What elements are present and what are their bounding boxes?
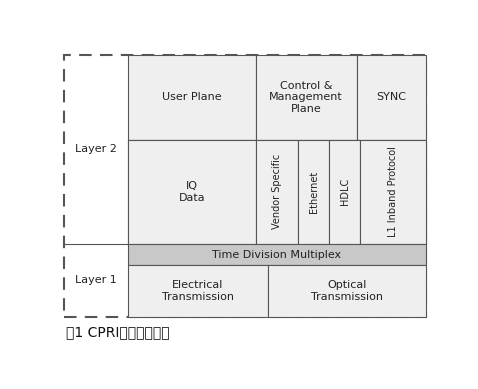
Text: IQ
Data: IQ Data [179, 181, 205, 203]
Text: Layer 2: Layer 2 [75, 144, 117, 154]
Text: 图1 CPRI协议基本结构: 图1 CPRI协议基本结构 [66, 325, 170, 339]
Bar [128, 244, 425, 265]
Text: Optical
Transmission: Optical Transmission [311, 280, 383, 302]
Bar [268, 265, 425, 317]
Text: Electrical
Transmission: Electrical Transmission [162, 280, 234, 302]
Bar [128, 55, 256, 140]
Bar [128, 140, 425, 244]
Bar [128, 265, 268, 317]
Text: User Plane: User Plane [162, 93, 222, 102]
Bar [357, 55, 425, 140]
Text: Layer 1: Layer 1 [75, 275, 117, 286]
Text: Control &
Management
Plane: Control & Management Plane [269, 81, 343, 114]
Text: Vendor Specific: Vendor Specific [272, 154, 282, 230]
Text: Ethernet: Ethernet [309, 171, 319, 213]
Text: L1 Inband Protocol: L1 Inband Protocol [388, 146, 398, 237]
Bar [329, 140, 360, 244]
Bar [360, 140, 425, 244]
Bar [128, 140, 256, 244]
Bar [256, 55, 357, 140]
Text: Time Division Multiplex: Time Division Multiplex [212, 250, 341, 259]
Text: HDLC: HDLC [340, 178, 350, 205]
Bar [298, 140, 329, 244]
Bar [256, 140, 298, 244]
Bar [64, 55, 425, 317]
Text: SYNC: SYNC [376, 93, 406, 102]
